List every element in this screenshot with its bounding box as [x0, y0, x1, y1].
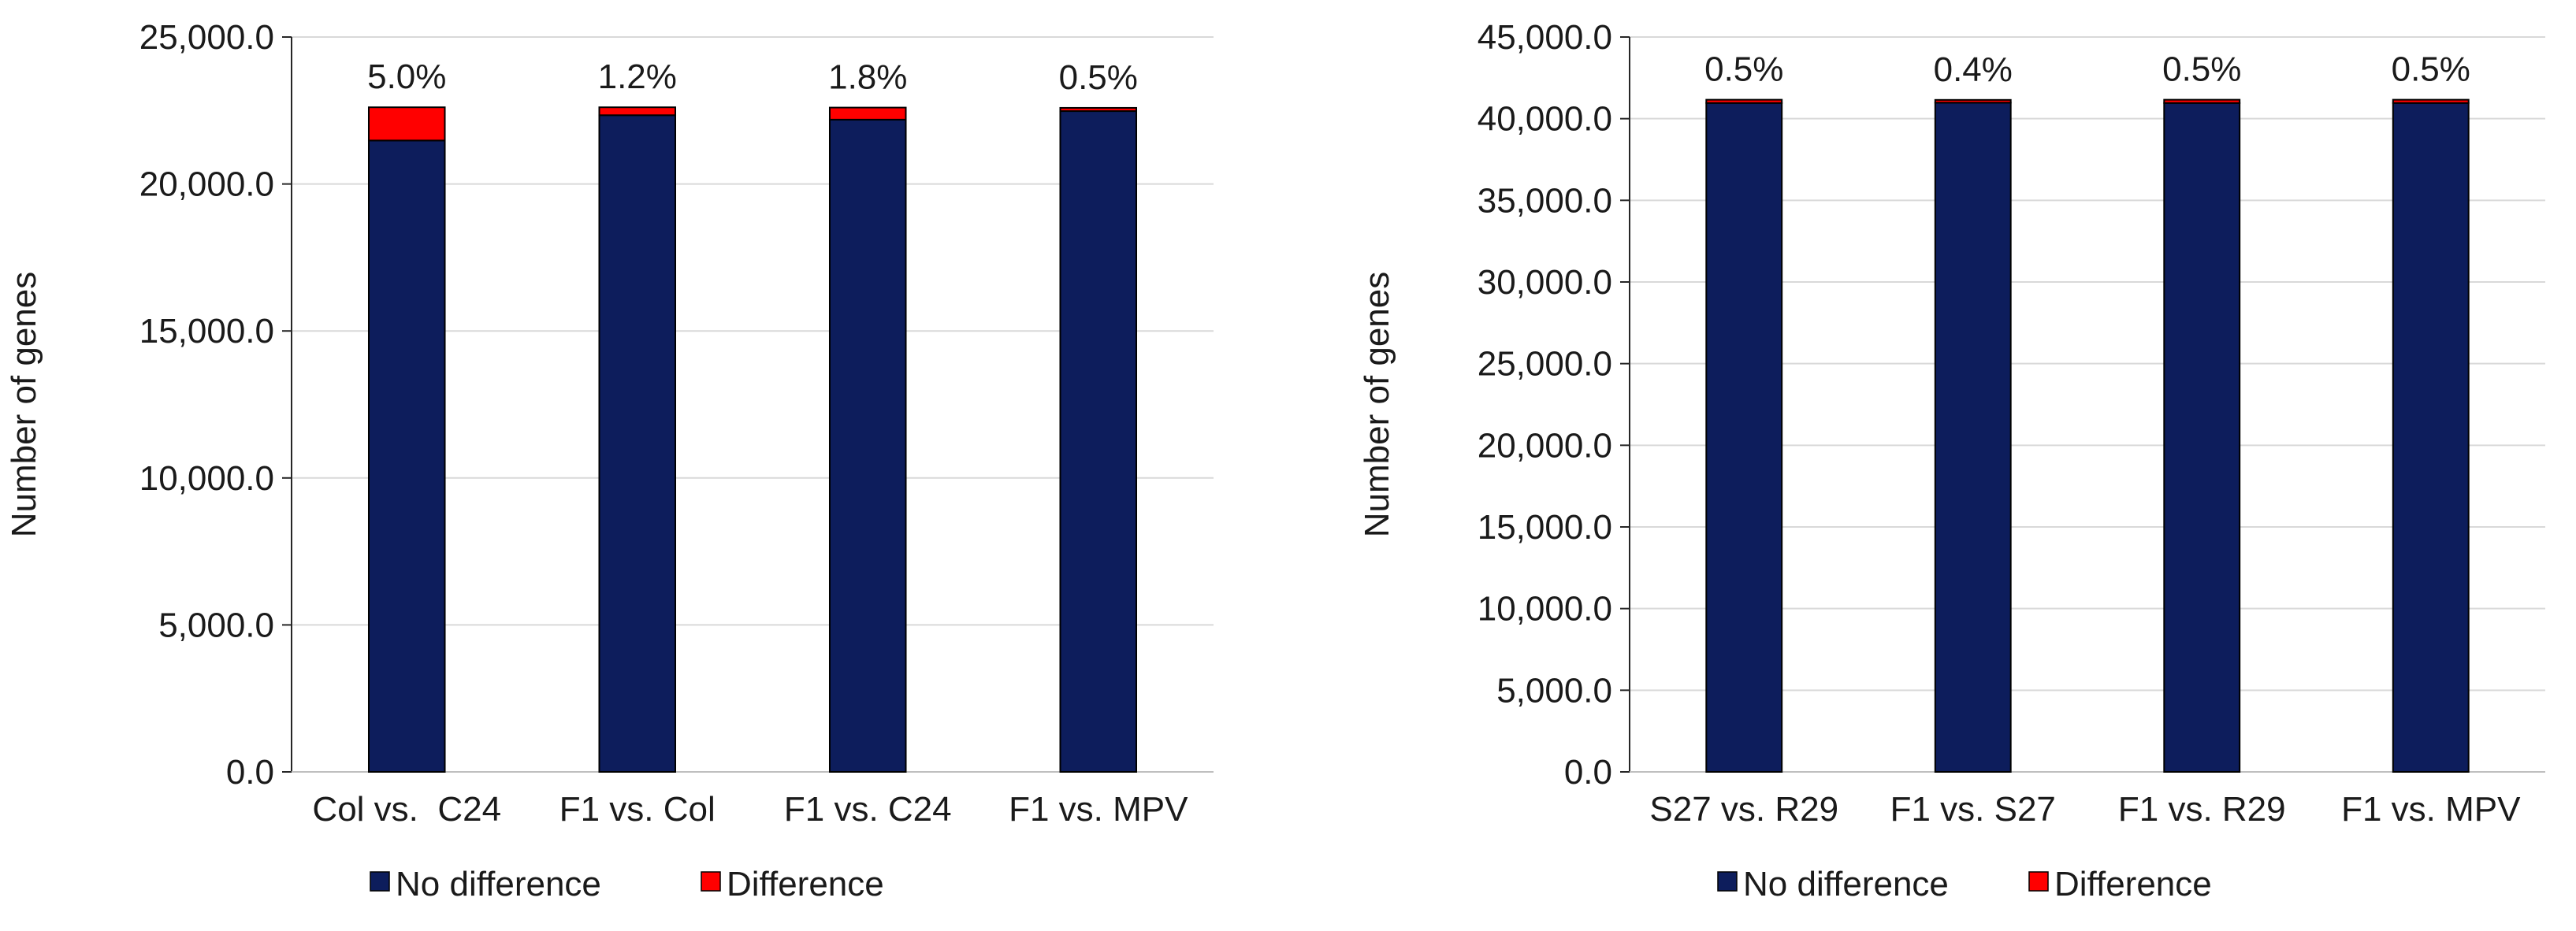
left-bar-no-difference [828, 118, 907, 773]
left-y-tick-label: 20,000.0 [139, 165, 274, 204]
right-bar-no-difference [1934, 102, 2012, 773]
right-bar-no-difference [1705, 102, 1783, 773]
left-y-tick-label: 15,000.0 [139, 312, 274, 351]
right-legend-label: Difference [2054, 865, 2212, 903]
right-x-tick-label: F1 vs. S27 [1890, 790, 2056, 829]
right-bar-no-difference [2392, 102, 2470, 773]
right-y-tick-label: 5,000.0 [1496, 671, 1612, 710]
left-y-tick-label: 25,000.0 [139, 18, 274, 57]
right-data-label: 0.5% [2392, 50, 2470, 89]
right-legend-label: No difference [1743, 865, 1949, 903]
left-x-tick-label: Col vs. C24 [312, 790, 501, 829]
left-x-tick-label: F1 vs. Col [559, 790, 716, 829]
right-data-label: 0.5% [2162, 50, 2241, 89]
left-legend-swatch-no-difference [370, 871, 390, 892]
left-bar-difference [598, 106, 677, 117]
right-y-tick-label: 0.0 [1564, 753, 1612, 792]
left-legend-swatch-difference [701, 871, 721, 892]
left-bar-difference [828, 106, 907, 121]
left-bar-no-difference [367, 139, 446, 773]
right-x-tick-label: F1 vs. MPV [2341, 790, 2521, 829]
left-data-label: 5.0% [367, 57, 446, 96]
left-y-tick-label: 5,000.0 [158, 606, 274, 644]
left-data-label: 1.2% [598, 57, 677, 96]
left-chart: 0.0 5,000.0 10,000.0 15,000.0 20,000.0 25,000… [5, 18, 1214, 903]
right-bar-difference [2163, 98, 2241, 104]
left-legend-label: No difference [396, 865, 601, 903]
left-x-tick-label: F1 vs. MPV [1009, 790, 1188, 829]
left-bar-no-difference [1059, 110, 1138, 773]
right-y-tick-label: 40,000.0 [1478, 100, 1612, 139]
right-bar-no-difference [2163, 102, 2241, 773]
left-legend-label: Difference [727, 865, 884, 903]
right-data-label: 0.4% [1934, 50, 2013, 89]
left-y-tick-label: 0.0 [226, 753, 274, 792]
right-y-tick-label: 45,000.0 [1478, 18, 1612, 57]
right-x-tick-label: F1 vs. R29 [2118, 790, 2286, 829]
right-bar-difference [1705, 98, 1783, 104]
right-y-tick-label: 10,000.0 [1478, 590, 1612, 629]
right-bar-difference [1934, 98, 2012, 104]
right-data-label: 0.5% [1704, 50, 1783, 89]
right-chart: 0.0 5,000.0 10,000.0 15,000.0 20,000.0 25,000… [1358, 18, 2545, 903]
right-y-tick-label: 15,000.0 [1478, 508, 1612, 547]
left-bar-difference [367, 106, 446, 142]
right-y-tick-label: 35,000.0 [1478, 181, 1612, 220]
right-bar-difference [2392, 98, 2470, 104]
left-y-tick-label: 10,000.0 [139, 459, 274, 498]
left-x-tick-label: F1 vs. C24 [784, 790, 952, 829]
right-y-tick-label: 20,000.0 [1478, 426, 1612, 465]
left-data-label: 0.5% [1059, 58, 1138, 97]
right-legend-swatch-no-difference [1717, 871, 1738, 892]
right-y-tick-label: 25,000.0 [1478, 345, 1612, 384]
left-y-axis-label: Number of genes [5, 272, 43, 538]
left-bar-difference [1059, 106, 1138, 113]
right-y-axis-label: Number of genes [1358, 272, 1396, 538]
right-y-tick-label: 30,000.0 [1478, 263, 1612, 302]
left-bar-no-difference [598, 114, 677, 773]
right-legend-swatch-difference [2028, 871, 2049, 892]
right-x-tick-label: S27 vs. R29 [1649, 790, 1838, 829]
left-data-label: 1.8% [828, 58, 907, 97]
